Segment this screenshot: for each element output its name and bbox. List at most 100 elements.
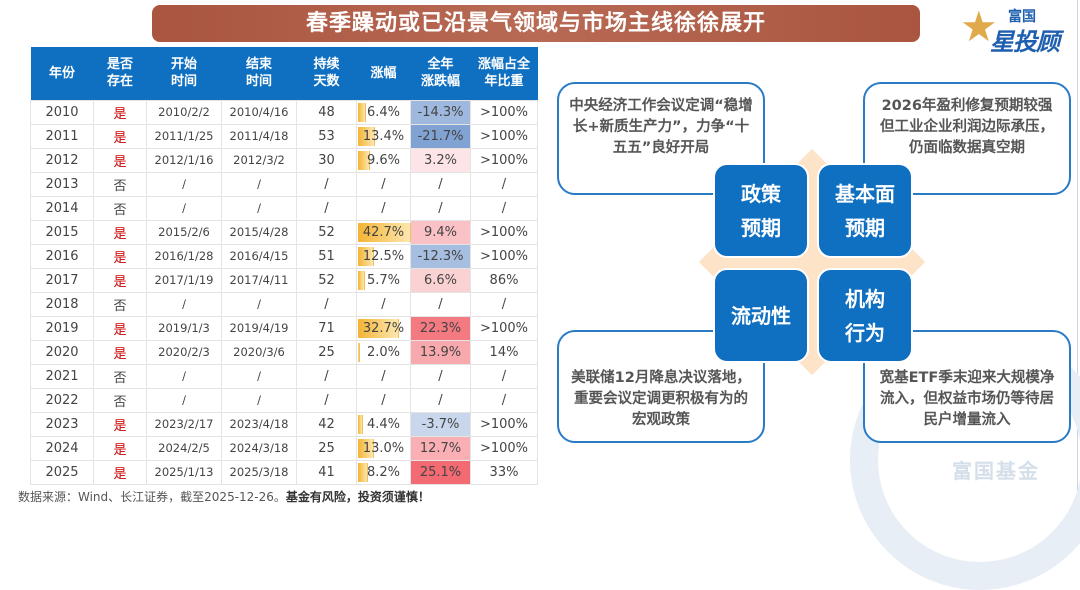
table-cell: / bbox=[470, 291, 538, 317]
table-cell: 2019/1/3 bbox=[146, 315, 222, 341]
column-header: 开始 时间 bbox=[146, 47, 222, 100]
table-cell: 2016/1/28 bbox=[146, 243, 222, 269]
table-cell: 2019/4/19 bbox=[221, 315, 297, 341]
source-note: 数据来源：Wind、长江证券，截至2025-12-26。 bbox=[18, 490, 286, 504]
table-cell: / bbox=[146, 171, 222, 197]
table-cell: 否 bbox=[93, 291, 147, 317]
table-cell: 2012/1/16 bbox=[146, 147, 222, 173]
table-cell: / bbox=[356, 171, 411, 197]
table-cell: / bbox=[410, 171, 471, 197]
table-cell: 2023/4/18 bbox=[221, 411, 297, 437]
table-cell: 33% bbox=[470, 459, 538, 485]
table-cell: / bbox=[221, 291, 297, 317]
table-cell: / bbox=[410, 387, 471, 413]
table-cell: / bbox=[470, 171, 538, 197]
table-cell: 2016/4/15 bbox=[221, 243, 297, 269]
column-header: 年份 bbox=[30, 47, 94, 100]
table-cell: 是 bbox=[93, 315, 147, 341]
table-cell: 2010/2/2 bbox=[146, 99, 222, 125]
table-cell: / bbox=[356, 363, 411, 389]
table-cell: -21.7% bbox=[410, 123, 471, 149]
callout-liquidity: 美联储12月降息决议落地，重要会议定调更积极有为的宏观政策 bbox=[557, 330, 765, 443]
table-cell: 2011/4/18 bbox=[221, 123, 297, 149]
table-cell: 13.9% bbox=[410, 339, 471, 365]
quadrant-policy: 政策 预期 bbox=[713, 163, 809, 258]
table-cell: 53 bbox=[296, 123, 357, 149]
column-header: 涨幅占全 年比重 bbox=[470, 47, 538, 100]
table-cell: 否 bbox=[93, 387, 147, 413]
table-cell: 22.3% bbox=[410, 315, 471, 341]
callout-fundamentals: 2026年盈利修复预期较强但工业企业利润边际承压，仍面临数据真空期 bbox=[863, 82, 1071, 195]
table-cell: / bbox=[221, 195, 297, 221]
table-cell: 48 bbox=[296, 99, 357, 125]
table-cell: 是 bbox=[93, 123, 147, 149]
gain-bar bbox=[358, 462, 369, 482]
table-cell: 14% bbox=[470, 339, 538, 365]
table-cell: 42 bbox=[296, 411, 357, 437]
table-cell: / bbox=[221, 171, 297, 197]
gain-bar bbox=[358, 318, 399, 338]
table-cell: 2021 bbox=[30, 363, 94, 389]
logo-line1: 富国 bbox=[1008, 9, 1036, 25]
column-header: 持续 天数 bbox=[296, 47, 357, 100]
table-cell: 2014 bbox=[30, 195, 94, 221]
quadrant-liquidity: 流动性 bbox=[713, 268, 809, 363]
table-cell: 3.2% bbox=[410, 147, 471, 173]
table-cell: 否 bbox=[93, 171, 147, 197]
table-cell: / bbox=[146, 387, 222, 413]
table-row: 2011 是 2011/1/25 2011/4/18 53 13.4% -21.7% >100… bbox=[30, 123, 538, 149]
column-header: 是否 存在 bbox=[93, 47, 147, 100]
table-row: 2012 是 2012/1/16 2012/3/2 30 9.6% 3.2% >100% bbox=[30, 147, 538, 173]
table-cell: / bbox=[470, 387, 538, 413]
table-row: 2025 是 2025/1/13 2025/3/18 41 8.2% 25.1% 33% bbox=[30, 459, 538, 485]
table-cell: 42.7% bbox=[356, 219, 411, 245]
table-cell: >100% bbox=[470, 411, 538, 437]
table-cell: / bbox=[146, 363, 222, 389]
table-cell: 4.4% bbox=[356, 411, 411, 437]
table-cell: 是 bbox=[93, 267, 147, 293]
table-cell: 2017/1/19 bbox=[146, 267, 222, 293]
table-cell: 2011 bbox=[30, 123, 94, 149]
brand-logo: ★ 富国 星投顾 bbox=[960, 2, 1070, 57]
table-row: 2016 是 2016/1/28 2016/4/15 51 12.5% -12.3% >100… bbox=[30, 243, 538, 269]
watermark-text: 富国基金 bbox=[952, 459, 1040, 483]
gain-bar bbox=[358, 270, 366, 290]
table-cell: 2018 bbox=[30, 291, 94, 317]
table-cell: >100% bbox=[470, 219, 538, 245]
quadrant-fundamentals: 基本面 预期 bbox=[817, 163, 913, 258]
table-cell: 2025/1/13 bbox=[146, 459, 222, 485]
table-cell: 2015/2/6 bbox=[146, 219, 222, 245]
table-cell: / bbox=[296, 387, 357, 413]
table-cell: -12.3% bbox=[410, 243, 471, 269]
footnote: 数据来源：Wind、长江证券，截至2025-12-26。基金有风险，投资须谨慎！ bbox=[18, 488, 430, 505]
table-cell: / bbox=[296, 195, 357, 221]
table-cell: >100% bbox=[470, 243, 538, 269]
table-cell: >100% bbox=[470, 99, 538, 125]
table-row: 2024 是 2024/2/5 2024/3/18 25 13.0% 12.7% >100% bbox=[30, 435, 538, 461]
table-cell: / bbox=[296, 291, 357, 317]
table-cell: 2010/4/16 bbox=[221, 99, 297, 125]
table-cell: 8.2% bbox=[356, 459, 411, 485]
table-cell: 是 bbox=[93, 339, 147, 365]
gain-bar bbox=[358, 102, 366, 122]
table-cell: 30 bbox=[296, 147, 357, 173]
table-cell: 25.1% bbox=[410, 459, 471, 485]
page-title: 春季躁动或已沿景气领域与市场主线徐徐展开 bbox=[152, 5, 920, 42]
table-cell: 否 bbox=[93, 195, 147, 221]
table-cell: 2025 bbox=[30, 459, 94, 485]
quadrant-institutions: 机构 行为 bbox=[817, 268, 913, 363]
star-icon: ★ bbox=[960, 2, 998, 51]
column-header: 涨幅 bbox=[356, 47, 411, 100]
table-cell: 6.4% bbox=[356, 99, 411, 125]
logo-line2: 星投顾 bbox=[990, 28, 1060, 56]
table-cell: 2024/3/18 bbox=[221, 435, 297, 461]
table-cell: 52 bbox=[296, 267, 357, 293]
table-cell: 是 bbox=[93, 435, 147, 461]
table-cell: >100% bbox=[470, 435, 538, 461]
table-cell: 2019 bbox=[30, 315, 94, 341]
table-cell: / bbox=[221, 387, 297, 413]
table-cell: 52 bbox=[296, 219, 357, 245]
table-cell: 是 bbox=[93, 243, 147, 269]
table-cell: 9.6% bbox=[356, 147, 411, 173]
gain-bar bbox=[358, 246, 374, 266]
